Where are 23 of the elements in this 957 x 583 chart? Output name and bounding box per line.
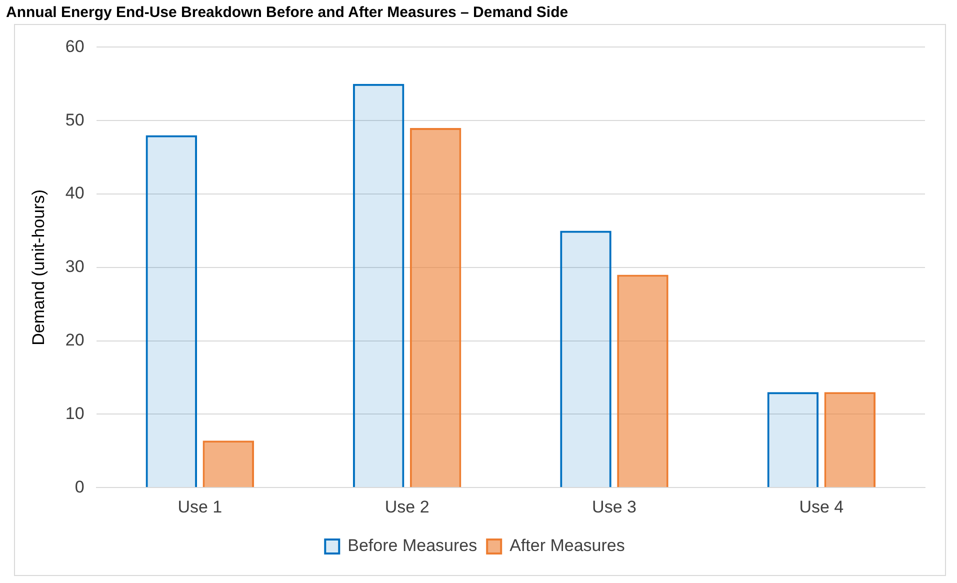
y-tick-label: 60 xyxy=(65,36,84,56)
x-tick-label: Use 2 xyxy=(384,497,430,516)
bar xyxy=(352,84,404,488)
bar xyxy=(410,128,462,488)
x-tick-label: Use 3 xyxy=(592,497,636,516)
y-axis-title: Demand (unit-hours) xyxy=(28,189,48,346)
bar xyxy=(617,274,668,488)
bar xyxy=(560,230,612,488)
bar xyxy=(202,440,254,488)
y-tick-label: 0 xyxy=(74,477,84,496)
bar xyxy=(824,392,876,488)
y-tick-label: 30 xyxy=(65,257,84,276)
y-tick-label: 20 xyxy=(65,330,84,350)
y-tick-label: 10 xyxy=(65,404,84,423)
y-tick-label: 40 xyxy=(65,184,84,203)
bar xyxy=(146,135,198,488)
legend-label: Before Measures xyxy=(348,536,478,556)
legend-label: After Measures xyxy=(510,536,625,556)
x-tick-label: Use 1 xyxy=(178,497,222,516)
chart-title: Annual Energy End-Use Breakdown Before and After Measures – Demand Side xyxy=(5,3,570,22)
y-tick-label: 50 xyxy=(65,110,84,130)
x-tick-label: Use 4 xyxy=(799,497,844,516)
bar xyxy=(767,392,819,488)
